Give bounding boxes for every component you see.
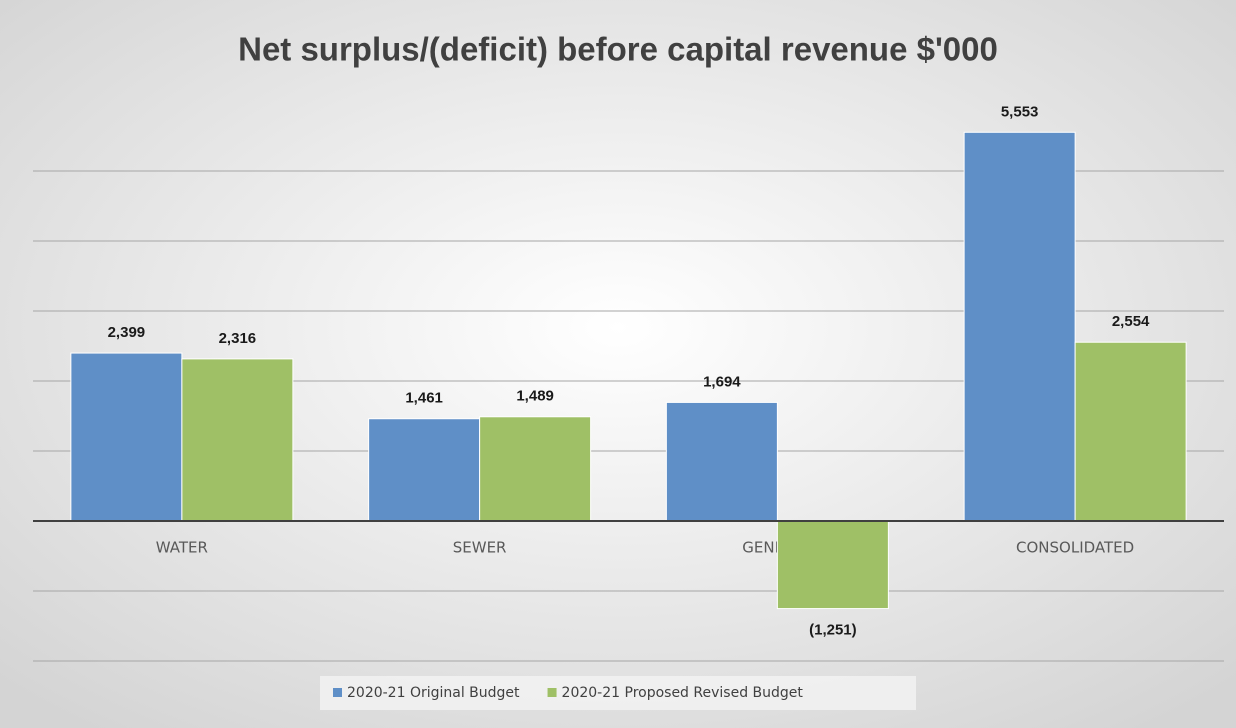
data-label: 2,399 [108,324,146,341]
bar [479,416,592,522]
bar [1074,341,1187,522]
x-tick-label: SEWER [453,539,507,557]
legend-box [320,676,916,710]
legend-swatch [547,688,557,697]
bar [181,358,294,522]
x-tick-label: CONSOLIDATED [1016,539,1134,557]
bar [665,401,778,522]
legend-label: 2020-21 Proposed Revised Budget [562,685,804,701]
data-label: (1,251) [809,622,857,639]
data-label: 2,316 [219,330,257,347]
legend-label: 2020-21 Original Budget [347,685,520,701]
chart-title: Net surplus/(deficit) before capital rev… [238,31,998,68]
data-label: 2,554 [1112,313,1150,330]
x-tick-label: WATER [156,539,208,557]
data-label: 1,461 [405,390,443,407]
bar [70,352,183,522]
data-label: 1,489 [516,388,554,405]
legend-swatch [333,688,342,697]
bar [963,131,1076,522]
data-label: 1,694 [703,373,741,390]
bar [368,418,481,522]
data-label: 5,553 [1001,103,1039,120]
bar [776,520,889,610]
